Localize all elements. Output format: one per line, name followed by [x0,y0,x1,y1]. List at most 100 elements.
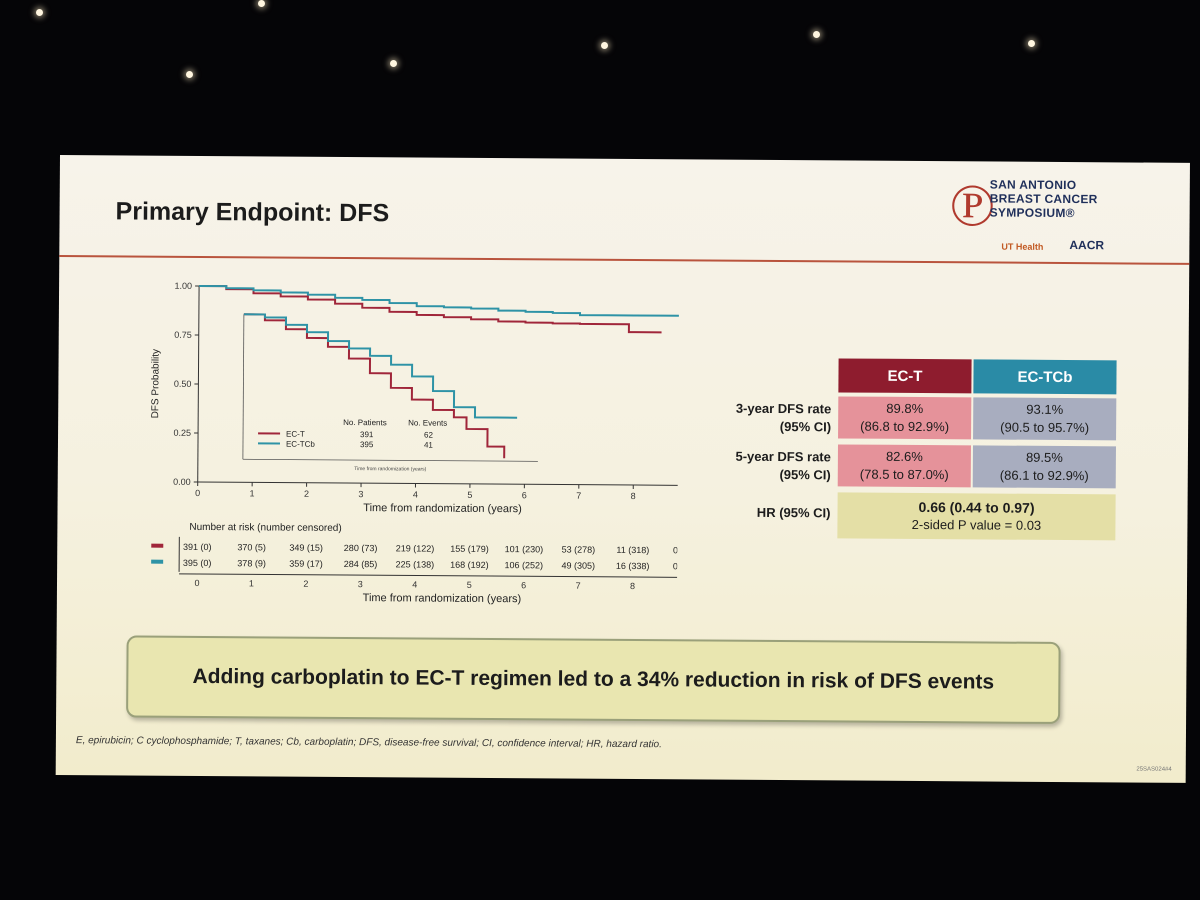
legend-patients: 391 [360,430,374,439]
conclusion-banner: Adding carboplatin to EC-T regimen led t… [126,635,1061,724]
x-tick-label: 5 [467,490,472,500]
y-tick-label: 0.00 [173,477,191,487]
legend-events: 62 [424,431,434,440]
risk-x-tick-label: 5 [467,580,472,590]
ci-ect-3yr: (86.8 to 92.9%) [860,418,950,435]
row-label-5yr-ci: (95% CI) [779,467,831,483]
risk-value: 101 (230) [505,544,544,554]
risk-x-tick-label: 0 [194,578,199,588]
stage-light [36,9,43,16]
ut-health-logo: UT Health [1001,241,1044,252]
stage-light [186,71,193,78]
y-tick-label: 1.00 [175,281,193,291]
hr-value: 0.66 (0.44 to 0.97) [918,499,1035,516]
risk-x-tick-label: 7 [576,581,581,591]
x-tick-label: 7 [576,491,581,501]
inset-curve-ec-tcb [243,313,518,419]
value-ect-3yr: 89.8% [886,400,924,417]
risk-value: 284 (85) [344,559,378,569]
risk-value: 359 (17) [289,559,323,569]
risk-x-tick-label: 6 [521,580,526,590]
km-chart: 0.000.250.500.751.000123456789Time from … [150,281,680,605]
legend-events: 41 [424,441,434,450]
risk-value: 395 (0) [183,558,212,568]
risk-x-tick-label: 1 [249,578,254,588]
x-tick-label: 3 [358,489,363,499]
logo-line-2: BREAST CANCER [989,191,1098,207]
cell-ectcb-5yr: 89.5% (86.1 to 92.9%) [972,445,1116,489]
risk-value: 106 (252) [505,560,544,570]
header-ectcb: EC-TCb [973,359,1117,395]
hr-pvalue: 2-sided P value = 0.03 [911,516,1042,533]
cell-hr: 0.66 (0.44 to 0.97) 2-sided P value = 0.… [837,492,1116,541]
risk-table-title: Number at risk (number censored) [189,522,341,534]
row-label-hr: HR (95% CI) [756,504,831,521]
km-curve-ec-tcb [199,284,680,317]
x-tick-label: 6 [522,490,527,500]
risk-value: 370 (5) [237,542,266,552]
risk-value: 155 (179) [450,544,489,554]
risk-row-swatch [151,543,164,548]
legend-col-events: No. Events [408,418,447,427]
risk-table-x-axis [179,573,680,578]
inset-x-axis [242,458,538,462]
cell-ect-3yr: 89.8% (86.8 to 92.9%) [838,396,972,440]
inset-x-axis-title: Time from randomization (years) [354,466,426,473]
slide-title: Primary Endpoint: DFS [115,197,390,228]
presentation-slide: Primary Endpoint: DFS ℗ SAN ANTONIO BREA… [55,155,1190,783]
row-label-3yr-title: 3-year DFS rate [735,400,832,417]
x-axis [197,481,680,486]
cell-ect-5yr: 82.6% (78.5 to 87.0%) [837,444,971,488]
risk-value: 53 (278) [562,545,596,555]
logo-line-3: SYMPOSIUM® [989,205,1075,221]
inset-y-axis [242,314,245,460]
risk-x-tick-label: 2 [303,579,308,589]
logo-line-1: SAN ANTONIO [989,177,1077,193]
stage-light [1028,40,1035,47]
slide-code: 25SAS024#4 [1136,766,1172,773]
ci-ect-5yr: (78.5 to 87.0%) [859,466,949,483]
row-label-5yr-title: 5-year DFS rate [735,448,831,465]
value-ect-5yr: 82.6% [885,448,923,465]
row-label-5yr: 5-year DFS rate (95% CI) [671,447,831,484]
abbreviations-footnote: E, epirubicin; C cyclophosphamide; T, ta… [75,735,662,751]
ci-ectcb-5yr: (86.1 to 92.9%) [999,467,1089,484]
risk-x-tick-label: 4 [412,579,417,589]
stage-light [390,60,397,67]
risk-value: 0 (329) [673,545,679,555]
risk-value: 225 (138) [396,559,435,569]
legend-name: EC-T [286,430,305,439]
km-curve-ec-t [199,284,662,334]
x-tick-label: 0 [195,488,200,498]
cell-ectcb-3yr: 93.1% (90.5 to 95.7%) [973,397,1117,441]
header-ect: EC-T [838,358,972,394]
risk-value: 219 (122) [396,543,435,553]
x-tick-label: 4 [413,489,418,499]
stage-light [601,42,608,49]
row-label-3yr: 3-year DFS rate (95% CI) [671,399,831,436]
y-tick-label: 0.25 [173,428,191,438]
row-label-3yr-ci: (95% CI) [779,419,832,435]
inset-curve-ec-t [243,313,506,459]
risk-x-tick-label: 3 [358,579,363,589]
x-axis-title: Time from randomization (years) [363,502,522,515]
risk-value: 168 (192) [450,560,489,570]
legend-name: EC-TCb [286,440,316,449]
risk-row-swatch [151,559,164,564]
sabcs-logo: ℗ SAN ANTONIO BREAST CANCER SYMPOSIUM® U… [949,172,1130,261]
legend-patients: 395 [360,440,374,449]
stage-light [813,31,820,38]
risk-value: 349 (15) [289,543,323,553]
aacr-logo: AACR [1069,238,1105,253]
value-ectcb-5yr: 89.5% [1025,449,1063,466]
y-tick-label: 0.75 [174,330,192,340]
risk-value: 11 (318) [616,545,649,555]
x-tick-label: 8 [631,491,636,501]
risk-value: 0 (354) [673,561,679,571]
risk-value: 280 (73) [344,543,378,553]
risk-x-tick-label: 8 [630,581,635,591]
risk-value: 49 (305) [561,561,595,571]
y-axis-title: DFS Probability [150,349,161,419]
ribbon-logo-icon: ℗ [949,172,996,239]
y-tick-label: 0.50 [174,379,192,389]
